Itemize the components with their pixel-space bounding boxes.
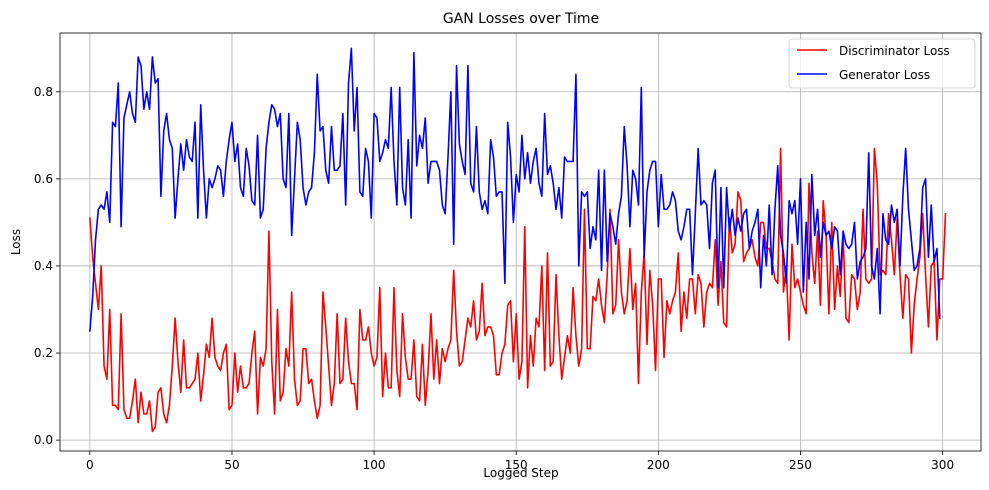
- y-tick-label: 0.0: [34, 433, 53, 447]
- x-tick-label: 200: [647, 458, 670, 472]
- x-tick-label: 300: [931, 458, 954, 472]
- chart-title: GAN Losses over Time: [443, 11, 599, 27]
- x-tick-label: 0: [86, 458, 94, 472]
- legend-label-discriminator: Discriminator Loss: [839, 44, 950, 58]
- series-layer: [89, 47, 947, 433]
- y-tick-label: 0.8: [34, 85, 53, 99]
- x-axis-label: Logged Step: [483, 466, 558, 480]
- x-tick-label: 250: [789, 458, 812, 472]
- y-axis-label: Loss: [9, 229, 23, 255]
- legend-box: [788, 38, 976, 89]
- y-tick-label: 0.6: [34, 172, 53, 186]
- y-tick-label: 0.2: [34, 346, 53, 360]
- plot-frame: [59, 32, 982, 452]
- x-tick-label: 50: [224, 458, 239, 472]
- generator-loss-line: [89, 47, 941, 333]
- x-tick-label: 150: [505, 458, 528, 472]
- y-tick-label: 0.4: [34, 259, 53, 273]
- x-tick-label: 100: [363, 458, 386, 472]
- discriminator-loss-line: [89, 147, 947, 433]
- legend-label-generator: Generator Loss: [839, 68, 930, 82]
- tick-layer: 0 50 100 150 200 250 300 0.0 0.2 0.4 0.6 0.8: [34, 85, 954, 472]
- legend: Discriminator Loss Generator Loss: [788, 38, 976, 89]
